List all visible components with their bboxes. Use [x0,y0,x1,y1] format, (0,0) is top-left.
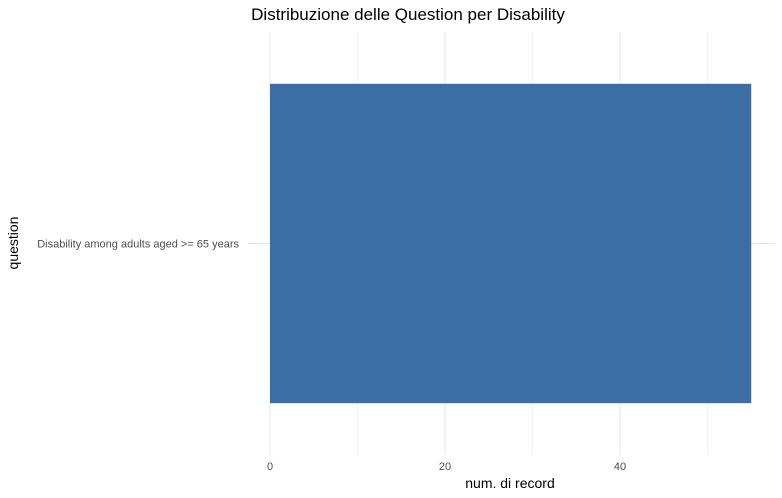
x-tick-label: 0 [267,461,273,473]
x-axis-ticks: 0 20 40 [267,461,626,473]
chart-title: Distribuzione delle Question per Disabil… [251,5,565,24]
x-axis-title: num. di record [465,475,554,491]
bar [270,83,752,404]
y-axis-title: question [5,217,21,270]
y-axis-ticks: Disability among adults aged >= 65 years [37,239,239,251]
x-tick-label: 40 [614,461,626,473]
y-tick-label: Disability among adults aged >= 65 years [37,239,239,251]
bars [270,83,752,404]
x-tick-label: 20 [439,461,451,473]
